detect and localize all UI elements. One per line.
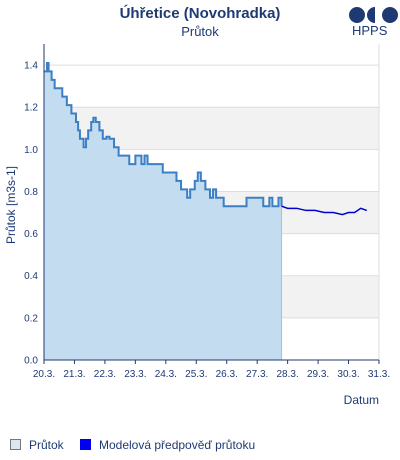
series-area-prutok [44, 62, 282, 361]
x-tick-label: 25.3. [185, 369, 207, 380]
flow-chart: 0.0 0.2 0.4 0.6 0.8 1.0 1.2 1.4 20.3. 21.3. 22.3. 2… [4, 44, 390, 407]
tick-labels: 0.0 0.2 0.4 0.6 0.8 1.0 1.2 1.4 20.3. 21.3. 22.3. 2… [24, 61, 390, 380]
legend-label-prutok: Průtok [29, 438, 64, 452]
x-tick-label: 28.3. [277, 369, 299, 380]
series-line-forecast [281, 205, 368, 216]
y-tick-label: 1.4 [24, 61, 38, 72]
legend-item-prutok[interactable]: Průtok [10, 438, 64, 452]
x-tick-label: 24.3. [155, 369, 177, 380]
logo-circle-right [382, 7, 398, 23]
chart-title: Úhřetice (Novohradka) [119, 5, 281, 22]
legend-item-forecast[interactable]: Modelová předpověď průtoku [80, 438, 255, 452]
x-tick-label: 29.3. [307, 369, 329, 380]
x-tick-label: 31.3. [368, 369, 390, 380]
y-tick-label: 1.0 [24, 145, 38, 156]
legend-swatch-prutok [10, 439, 21, 450]
x-tick-label: 21.3. [63, 369, 85, 380]
y-tick-label: 0.6 [24, 229, 38, 240]
x-tick-label: 27.3. [246, 369, 268, 380]
y-tick-label: 0.4 [24, 271, 38, 282]
y-tick-label: 0.0 [24, 356, 38, 367]
y-axis-title: Průtok [m3s-1] [4, 166, 18, 244]
y-tick-label: 0.8 [24, 187, 38, 198]
y-tick-label: 0.2 [24, 313, 38, 324]
chart-subtitle: Průtok [181, 24, 219, 39]
x-tick-label: 23.3. [124, 369, 146, 380]
legend-swatch-forecast [80, 439, 91, 450]
logo-circle-left [349, 7, 365, 23]
x-tick-label: 20.3. [33, 369, 55, 380]
series-layer [44, 61, 368, 361]
x-axis-title: Datum [344, 393, 379, 407]
x-tick-label: 30.3. [337, 369, 359, 380]
axes [43, 44, 380, 364]
legend-label-forecast: Modelová předpověď průtoku [99, 438, 256, 452]
x-tick-label: 22.3. [94, 369, 116, 380]
logo-text: HPPS [352, 23, 388, 38]
series-line-prutok [44, 61, 283, 208]
logo-half-circle [367, 7, 375, 23]
y-tick-label: 1.2 [24, 103, 38, 114]
x-tick-label: 26.3. [216, 369, 238, 380]
hpps-logo-icon [349, 7, 398, 23]
